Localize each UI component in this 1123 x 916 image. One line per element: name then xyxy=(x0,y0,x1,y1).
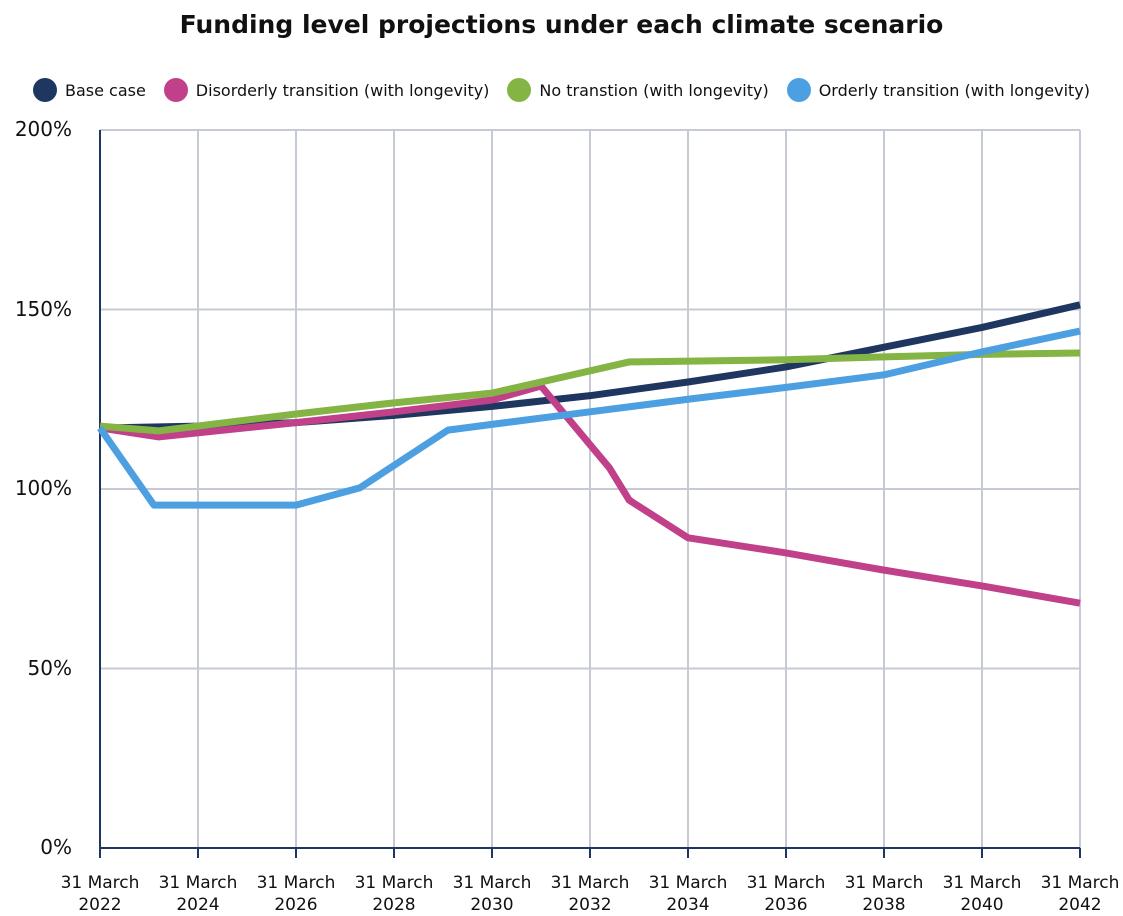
y-tick-label: 0% xyxy=(40,835,72,859)
legend: Base case Disorderly transition (with lon… xyxy=(0,78,1123,102)
series-line xyxy=(97,327,1081,509)
legend-label: Orderly transition (with longevity) xyxy=(818,80,1091,100)
legend-marker xyxy=(507,78,532,102)
legend-label: Disorderly transition (with longevity) xyxy=(195,80,490,100)
y-tick-label: 200% xyxy=(14,117,72,141)
legend-marker xyxy=(786,78,811,102)
legend-label: No transtion (with longevity) xyxy=(539,80,769,100)
legend-item: Disorderly transition (with longevity) xyxy=(163,78,490,102)
legend-item: No transtion (with longevity) xyxy=(507,78,769,102)
y-tick-label: 150% xyxy=(14,296,72,321)
x-tick-label: 31 March 2042 xyxy=(1040,873,1120,915)
series-line xyxy=(99,382,1081,607)
x-tick-label: 31 March 2040 xyxy=(942,873,1022,915)
x-tick-label: 31 March 2024 xyxy=(158,873,238,915)
legend-label: Base case xyxy=(64,80,146,100)
x-tick-label: 31 March 2028 xyxy=(354,873,434,915)
x-tick-label: 31 March 2032 xyxy=(550,873,630,915)
x-tick-label: 31 March 2038 xyxy=(844,873,924,915)
legend-marker xyxy=(163,78,188,102)
legend-item: Base case xyxy=(32,78,146,102)
series-line xyxy=(99,349,1081,435)
x-tick-label: 31 March 2034 xyxy=(648,873,728,915)
legend-item: Orderly transition (with longevity) xyxy=(786,78,1091,102)
y-tick-label: 50% xyxy=(27,655,72,680)
x-tick-label: 31 March 2036 xyxy=(746,873,826,915)
chart-title: Funding level projections under each cli… xyxy=(179,10,944,39)
x-tick-label: 31 March 2022 xyxy=(60,873,140,915)
x-tick-label: 31 March 2026 xyxy=(256,873,336,915)
legend-marker xyxy=(32,78,57,102)
x-tick-label: 31 March 2030 xyxy=(452,873,532,915)
y-tick-label: 100% xyxy=(14,476,72,500)
